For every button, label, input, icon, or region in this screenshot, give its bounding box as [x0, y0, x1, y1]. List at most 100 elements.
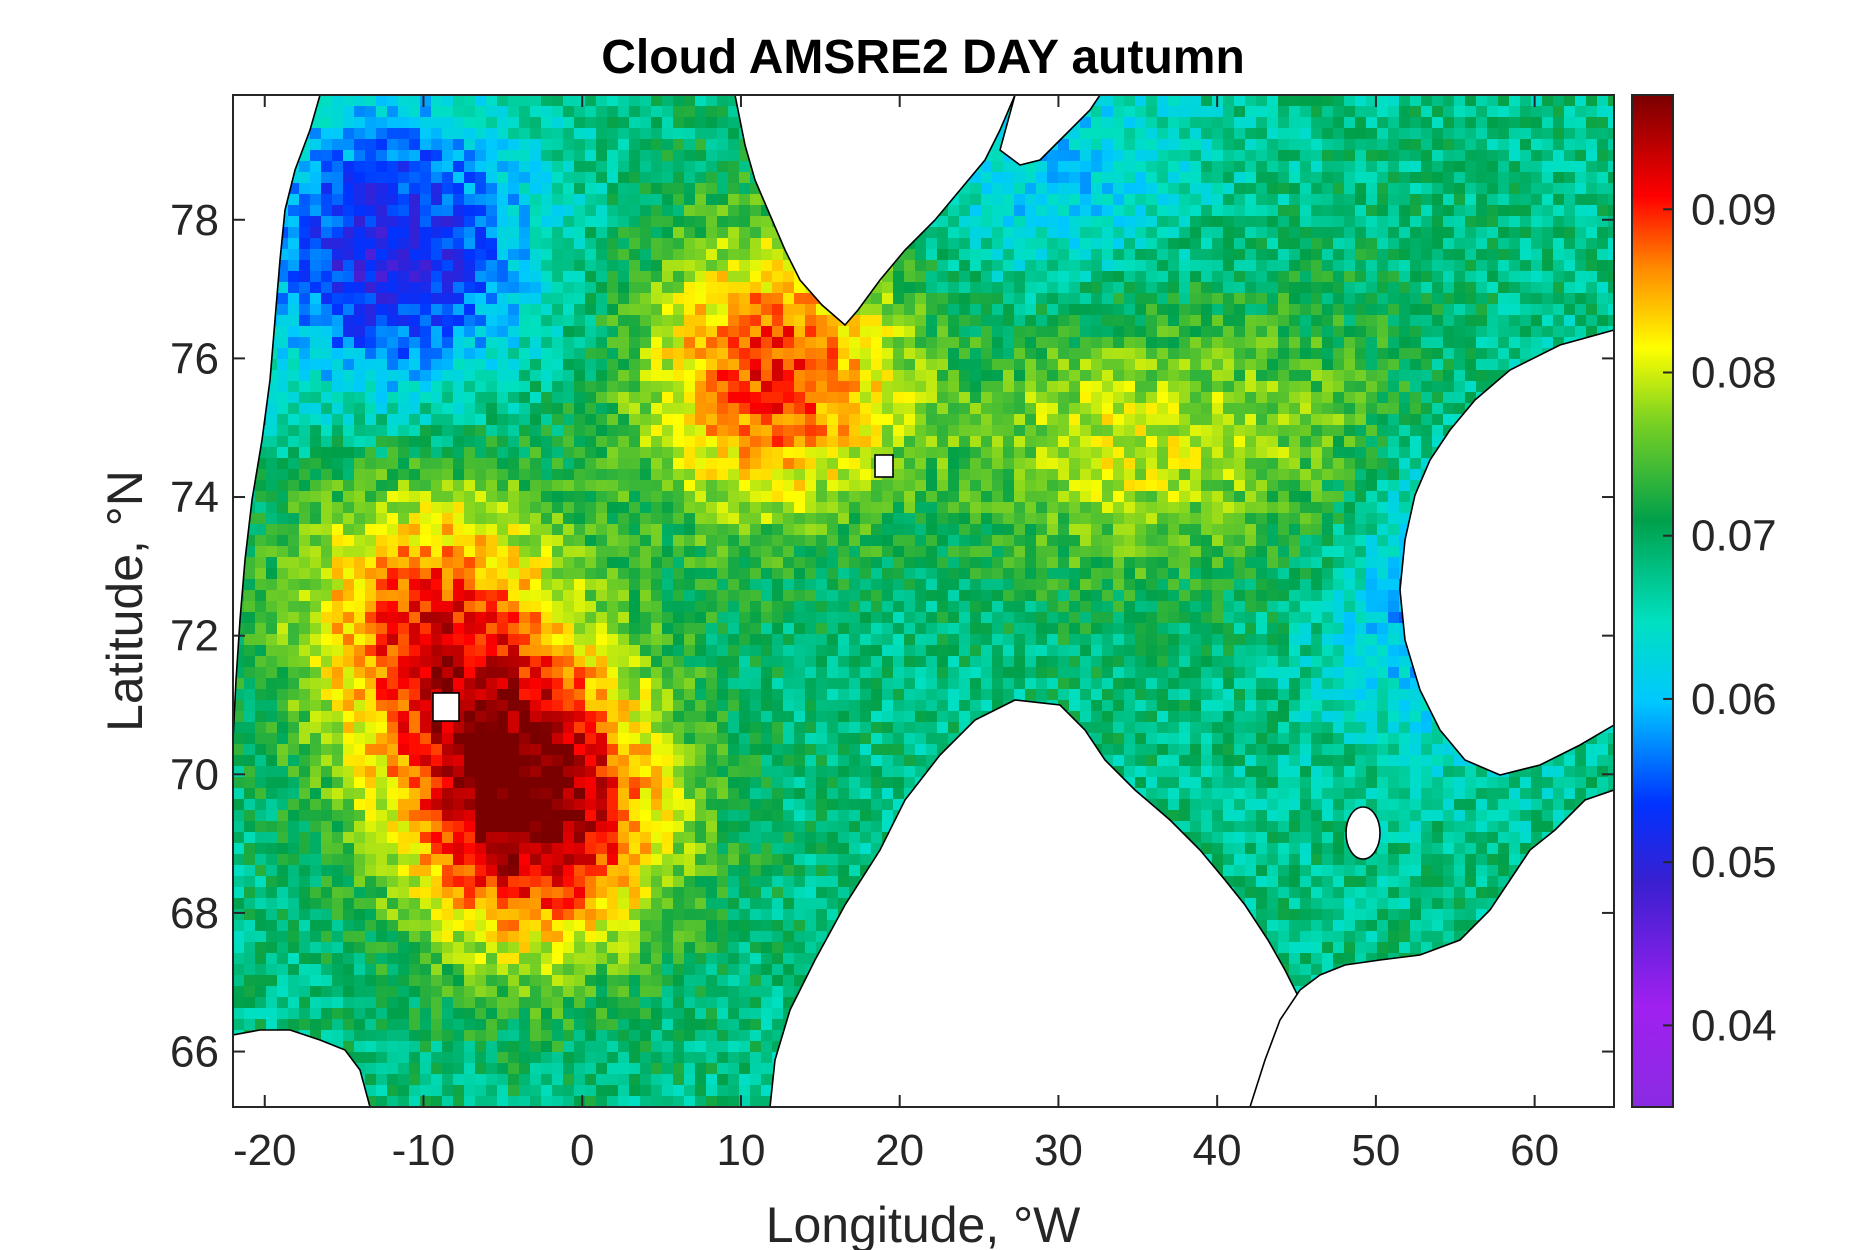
- heatmap-cell: [508, 293, 520, 305]
- heatmap-cell: [981, 293, 993, 305]
- heatmap-cell: [904, 370, 916, 382]
- heatmap-cell: [475, 502, 487, 514]
- heatmap-cell: [508, 337, 520, 349]
- heatmap-cell: [1102, 117, 1114, 129]
- heatmap-cell: [585, 348, 597, 360]
- heatmap-cell: [1377, 458, 1389, 470]
- heatmap-cell: [1124, 392, 1136, 404]
- heatmap-cell: [1289, 337, 1301, 349]
- heatmap-cell: [673, 326, 685, 338]
- heatmap-cell: [299, 216, 311, 228]
- heatmap-cell: [1289, 282, 1301, 294]
- heatmap-cell: [1311, 370, 1323, 382]
- heatmap-cell: [827, 337, 839, 349]
- heatmap-cell: [310, 161, 322, 173]
- heatmap-cell: [849, 513, 861, 525]
- heatmap-cell: [1542, 183, 1554, 195]
- heatmap-cell: [739, 370, 751, 382]
- heatmap-cell: [662, 414, 674, 426]
- heatmap-cell: [1608, 194, 1614, 206]
- heatmap-cell: [1069, 326, 1081, 338]
- heatmap-cell: [332, 139, 344, 151]
- heatmap-cell: [1608, 260, 1614, 272]
- heatmap-cell: [860, 502, 872, 514]
- heatmap-cell: [376, 348, 388, 360]
- heatmap-cell: [1234, 183, 1246, 195]
- heatmap-cell: [1575, 260, 1587, 272]
- heatmap-cell: [1157, 513, 1169, 525]
- heatmap-cell: [717, 359, 729, 371]
- heatmap-cell: [1047, 227, 1059, 239]
- heatmap-cell: [530, 205, 542, 217]
- heatmap-cell: [519, 282, 531, 294]
- heatmap-cell: [343, 337, 355, 349]
- heatmap-cell: [1399, 128, 1411, 140]
- heatmap-cell: [299, 205, 311, 217]
- heatmap-cell: [1135, 348, 1147, 360]
- heatmap-cell: [739, 161, 751, 173]
- heatmap-cell: [970, 205, 982, 217]
- heatmap-cell: [442, 95, 454, 107]
- heatmap-cell: [948, 447, 960, 459]
- heatmap-cell: [1465, 172, 1477, 184]
- heatmap-cell: [563, 326, 575, 338]
- heatmap-cell: [420, 392, 432, 404]
- heatmap-cell: [1410, 326, 1422, 338]
- heatmap-cell: [1256, 425, 1268, 437]
- heatmap-cell: [717, 161, 729, 173]
- heatmap-cell: [992, 403, 1004, 415]
- heatmap-cell: [530, 513, 542, 525]
- heatmap-cell: [420, 304, 432, 316]
- heatmap-cell: [662, 524, 674, 536]
- heatmap-cell: [343, 194, 355, 206]
- heatmap-cell: [1421, 216, 1433, 228]
- heatmap-cell: [563, 216, 575, 228]
- heatmap-cell: [750, 326, 762, 338]
- heatmap-cell: [1487, 370, 1499, 382]
- heatmap-cell: [640, 304, 652, 316]
- heatmap-cell: [629, 392, 641, 404]
- heatmap-cell: [948, 282, 960, 294]
- heatmap-cell: [1289, 513, 1301, 525]
- heatmap-cell: [365, 238, 377, 250]
- heatmap-cell: [1091, 436, 1103, 448]
- heatmap-cell: [1113, 326, 1125, 338]
- heatmap-cell: [354, 348, 366, 360]
- heatmap-cell: [1157, 249, 1169, 261]
- heatmap-cell: [552, 271, 564, 283]
- heatmap-cell: [651, 150, 663, 162]
- heatmap-cell: [442, 260, 454, 272]
- heatmap-cell: [442, 348, 454, 360]
- heatmap-cell: [948, 205, 960, 217]
- heatmap-cell: [453, 315, 465, 327]
- heatmap-cell: [420, 282, 432, 294]
- heatmap-cell: [805, 315, 817, 327]
- heatmap-cell: [1223, 260, 1235, 272]
- heatmap-cell: [1058, 403, 1070, 415]
- heatmap-cell: [728, 260, 740, 272]
- heatmap-cell: [739, 392, 751, 404]
- heatmap-cell: [1080, 414, 1092, 426]
- heatmap-cell: [904, 359, 916, 371]
- heatmap-cell: [508, 172, 520, 184]
- heatmap-cell: [761, 326, 773, 338]
- heatmap-cell: [1377, 315, 1389, 327]
- heatmap-cell: [1113, 524, 1125, 536]
- heatmap-cell: [310, 348, 322, 360]
- heatmap-cell: [992, 447, 1004, 459]
- heatmap-cell: [1201, 227, 1213, 239]
- heatmap-cell: [1366, 106, 1378, 118]
- heatmap-cell: [618, 227, 630, 239]
- heatmap-cell: [1168, 480, 1180, 492]
- heatmap-cell: [1168, 392, 1180, 404]
- heatmap-cell: [1025, 293, 1037, 305]
- heatmap-cell: [354, 150, 366, 162]
- heatmap-cell: [1256, 293, 1268, 305]
- heatmap-cell: [629, 480, 641, 492]
- heatmap-cell: [970, 447, 982, 459]
- heatmap-cell: [299, 447, 311, 459]
- heatmap-cell: [739, 249, 751, 261]
- heatmap-cell: [1124, 502, 1136, 514]
- heatmap-cell: [1564, 205, 1576, 217]
- heatmap-cell: [1168, 128, 1180, 140]
